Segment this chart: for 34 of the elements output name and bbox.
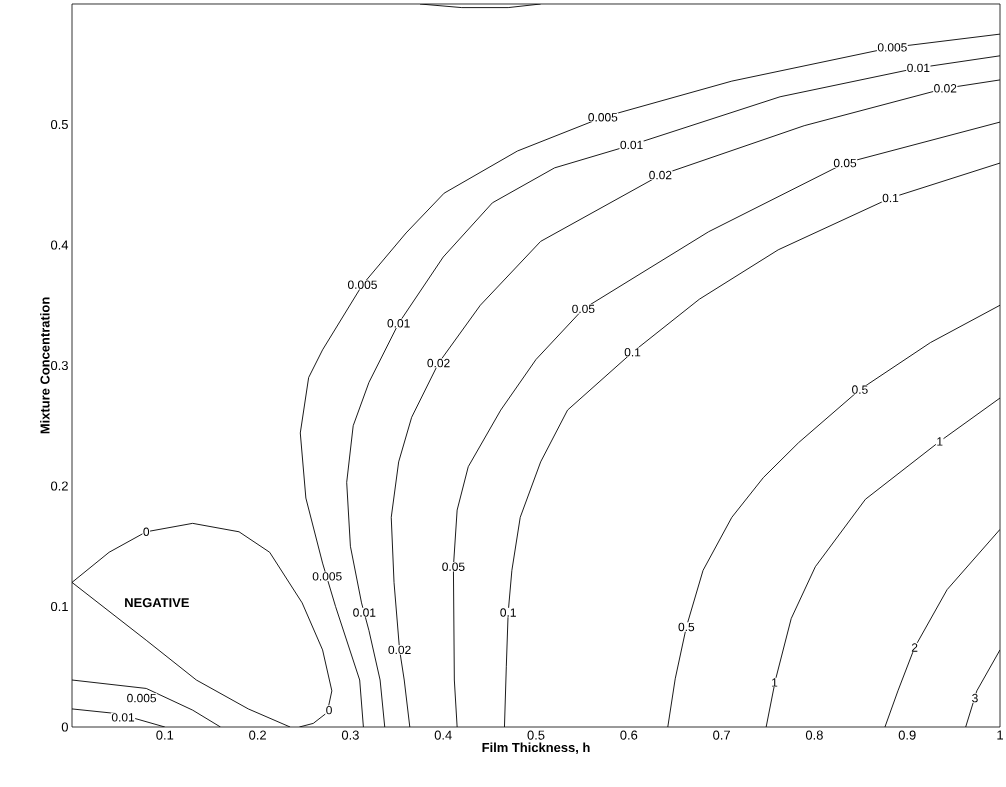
y-axis-title: Mixture Concentration — [40, 297, 50, 434]
annotation: 0.005 — [127, 693, 157, 703]
annotation: NEGATIVE — [125, 598, 189, 608]
y-tick-label: 0.5 — [50, 119, 68, 130]
x-tick-label: 0.8 — [805, 730, 823, 740]
x-tick-label: 0.2 — [249, 730, 266, 740]
annotation: 0.005 — [347, 280, 377, 289]
y-tick-label: 0.4 — [50, 240, 69, 250]
annotation: 1 — [937, 437, 943, 446]
y-tick-label: 0 — [61, 722, 68, 732]
annotation: 0 — [143, 527, 150, 537]
annotation: 0.01 — [387, 319, 410, 328]
x-tick-label: 1 — [997, 730, 1003, 740]
y-tick-label: 0.3 — [50, 360, 68, 371]
y-tick-label: 0.2 — [50, 481, 68, 491]
annotation: 0.005 — [312, 572, 342, 581]
annotation: 0.01 — [111, 713, 135, 722]
annotation: 2 — [911, 643, 918, 652]
y-tick-label: 0.1 — [50, 601, 68, 612]
annotation: 1 — [772, 678, 778, 687]
annotation: 0.02 — [427, 358, 450, 368]
x-tick-label: 0.9 — [898, 730, 916, 740]
annotation: 0.02 — [388, 645, 411, 655]
x-tick-label: 0.3 — [341, 730, 359, 740]
x-tick-label: 0.1 — [156, 730, 174, 740]
x-tick-label: 0.7 — [713, 730, 730, 740]
annotation: 0.05 — [442, 562, 465, 571]
x-tick-label: 0.6 — [620, 730, 638, 740]
x-tick-label: 0.4 — [434, 730, 452, 740]
annotation: 3 — [972, 693, 978, 703]
x-tick-label: 0.5 — [527, 730, 545, 740]
annotation: 0 — [326, 705, 332, 715]
x-axis-title: Film Thickness, h — [482, 742, 590, 754]
annotation: 0.01 — [353, 608, 376, 617]
